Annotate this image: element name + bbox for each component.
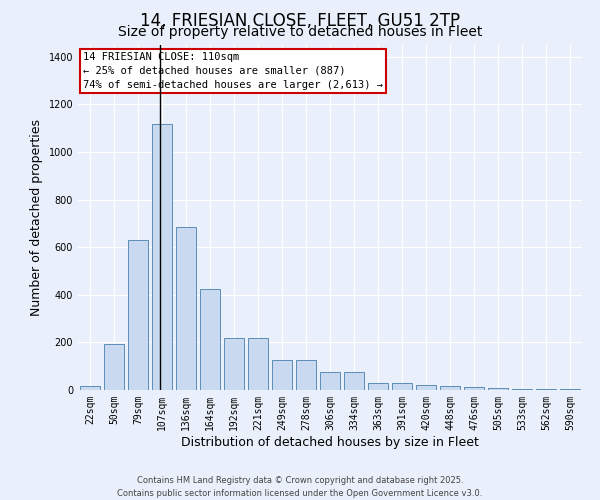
Bar [104, 344, 124, 390]
Bar [296, 360, 316, 390]
Bar [80, 386, 100, 390]
X-axis label: Distribution of detached houses by size in Fleet: Distribution of detached houses by size … [181, 436, 479, 448]
Bar [200, 289, 220, 390]
Bar [152, 124, 172, 390]
Text: Contains HM Land Registry data © Crown copyright and database right 2025.
Contai: Contains HM Land Registry data © Crown c… [118, 476, 482, 498]
Bar [344, 372, 364, 390]
Text: 14 FRIESIAN CLOSE: 110sqm
← 25% of detached houses are smaller (887)
74% of semi: 14 FRIESIAN CLOSE: 110sqm ← 25% of detac… [83, 52, 383, 90]
Text: 14, FRIESIAN CLOSE, FLEET, GU51 2TP: 14, FRIESIAN CLOSE, FLEET, GU51 2TP [140, 12, 460, 30]
Bar [464, 387, 484, 390]
Bar [488, 388, 508, 390]
Bar [176, 227, 196, 390]
Y-axis label: Number of detached properties: Number of detached properties [30, 119, 43, 316]
Bar [440, 386, 460, 390]
Bar [392, 384, 412, 390]
Bar [416, 385, 436, 390]
Bar [272, 360, 292, 390]
Bar [128, 240, 148, 390]
Bar [248, 338, 268, 390]
Bar [320, 372, 340, 390]
Text: Size of property relative to detached houses in Fleet: Size of property relative to detached ho… [118, 25, 482, 39]
Bar [368, 384, 388, 390]
Bar [224, 338, 244, 390]
